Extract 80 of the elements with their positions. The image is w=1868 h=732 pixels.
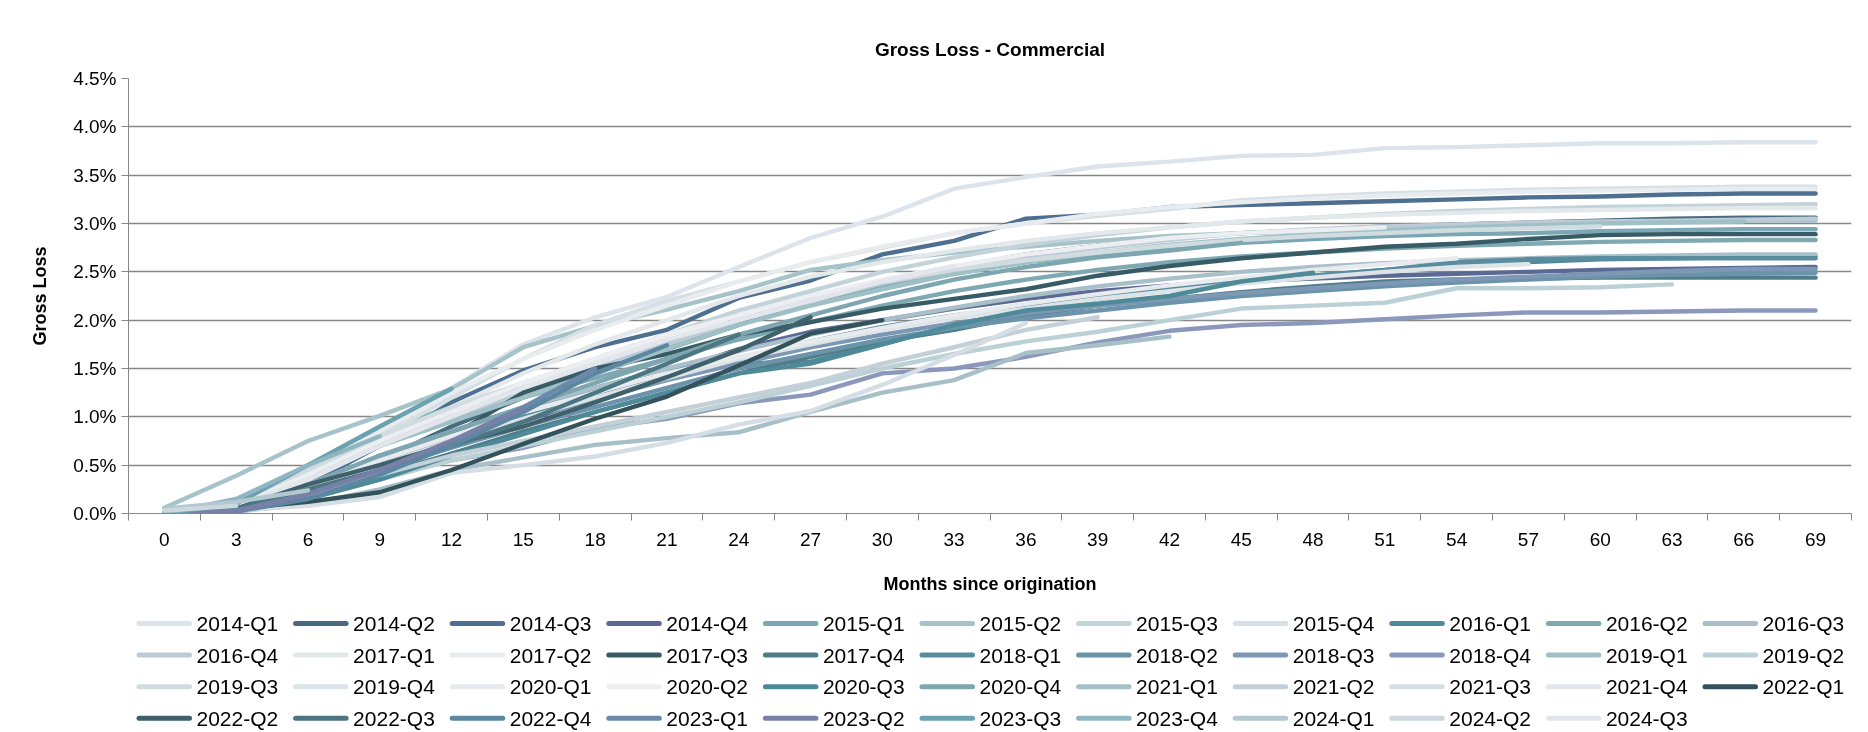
legend-label: 2018-Q1 — [979, 643, 1062, 667]
x-tick-label: 48 — [1302, 528, 1324, 550]
legend-label: 2020-Q4 — [979, 675, 1062, 699]
legend-label: 2020-Q2 — [666, 675, 749, 699]
x-tick-label: 15 — [512, 528, 534, 550]
legend-label: 2016-Q4 — [196, 643, 279, 667]
legend-label: 2022-Q3 — [353, 706, 435, 730]
legend-label: 2024-Q1 — [1292, 706, 1375, 730]
x-tick-label: 66 — [1733, 528, 1755, 550]
y-tick-label: 2.0% — [73, 309, 117, 331]
y-tick-label: 1.0% — [73, 406, 117, 428]
legend-label: 2018-Q4 — [1449, 643, 1532, 667]
y-tick-label: 1.5% — [73, 358, 117, 379]
x-tick-label: 36 — [1015, 528, 1037, 550]
legend-label: 2019-Q4 — [353, 675, 436, 699]
legend-label: 2015-Q2 — [979, 612, 1062, 635]
x-tick-label: 54 — [1446, 528, 1468, 550]
x-tick-label: 27 — [799, 528, 822, 550]
legend-label: 2023-Q3 — [979, 706, 1062, 730]
legend-label: 2017-Q4 — [822, 643, 905, 667]
legend-label: 2020-Q1 — [509, 675, 592, 699]
x-tick-label: 42 — [1158, 528, 1181, 550]
x-tick-label: 6 — [302, 528, 314, 550]
chart-title: Gross Loss - Commercial — [874, 39, 1106, 60]
x-tick-label: 60 — [1589, 528, 1611, 550]
x-tick-label: 30 — [871, 528, 893, 550]
legend-label: 2019-Q3 — [196, 675, 279, 699]
legend-label: 2016-Q1 — [1449, 612, 1532, 635]
legend-label: 2022-Q2 — [196, 706, 279, 730]
legend-label: 2014-Q4 — [666, 612, 749, 635]
legend-label: 2018-Q3 — [1292, 643, 1375, 667]
legend-label: 2019-Q2 — [1762, 643, 1845, 667]
legend-label: 2023-Q1 — [666, 706, 749, 730]
legend-label: 2018-Q2 — [1136, 643, 1218, 667]
x-tick-label: 24 — [728, 528, 750, 550]
y-tick-label: 0.0% — [73, 503, 117, 524]
x-tick-label: 63 — [1661, 528, 1683, 550]
x-tick-label: 57 — [1517, 528, 1540, 550]
legend-label: 2024-Q3 — [1605, 706, 1688, 730]
legend-label: 2019-Q1 — [1605, 643, 1688, 667]
x-tick-label: 0 — [159, 528, 170, 550]
x-tick-label: 12 — [441, 528, 463, 550]
y-tick-label: 4.5% — [73, 68, 117, 89]
legend-label: 2017-Q1 — [353, 643, 435, 667]
legend-label: 2015-Q3 — [1136, 612, 1218, 635]
legend-label: 2014-Q2 — [353, 612, 435, 635]
legend-label: 2022-Q4 — [509, 706, 592, 730]
legend-label: 2021-Q2 — [1292, 675, 1375, 699]
legend-label: 2023-Q2 — [822, 706, 905, 730]
legend-label: 2022-Q1 — [1762, 675, 1845, 699]
y-tick-label: 0.5% — [73, 454, 117, 476]
x-tick-label: 45 — [1230, 528, 1252, 550]
y-tick-label: 3.5% — [73, 164, 117, 186]
legend-label: 2024-Q2 — [1449, 706, 1532, 730]
legend-label: 2023-Q4 — [1136, 706, 1219, 730]
x-tick-label: 69 — [1805, 528, 1827, 550]
x-tick-label: 39 — [1087, 528, 1109, 550]
legend-label: 2015-Q1 — [822, 612, 905, 635]
legend-label: 2021-Q3 — [1449, 675, 1532, 699]
legend-label: 2015-Q4 — [1292, 612, 1375, 635]
legend-label: 2016-Q2 — [1605, 612, 1688, 635]
legend-label: 2017-Q3 — [666, 643, 749, 667]
x-tick-label: 9 — [374, 528, 386, 550]
x-tick-label: 51 — [1374, 528, 1396, 550]
y-tick-label: 4.0% — [73, 116, 117, 138]
y-tick-label: 3.0% — [73, 213, 117, 234]
legend-label: 2014-Q3 — [509, 612, 592, 635]
legend-label: 2017-Q2 — [509, 643, 592, 667]
x-tick-label: 21 — [656, 528, 678, 550]
legend-label: 2014-Q1 — [196, 612, 279, 635]
y-axis-title: Gross Loss — [30, 246, 51, 346]
x-axis-title: Months since origination — [883, 573, 1097, 594]
legend-label: 2021-Q4 — [1605, 675, 1688, 699]
legend-label: 2020-Q3 — [822, 675, 905, 699]
legend-label: 2016-Q3 — [1762, 612, 1845, 635]
x-tick-label: 18 — [584, 528, 606, 550]
x-tick-label: 3 — [230, 528, 242, 550]
y-tick-label: 2.5% — [73, 261, 117, 283]
legend-label: 2021-Q1 — [1136, 675, 1218, 699]
x-tick-label: 33 — [943, 528, 965, 550]
